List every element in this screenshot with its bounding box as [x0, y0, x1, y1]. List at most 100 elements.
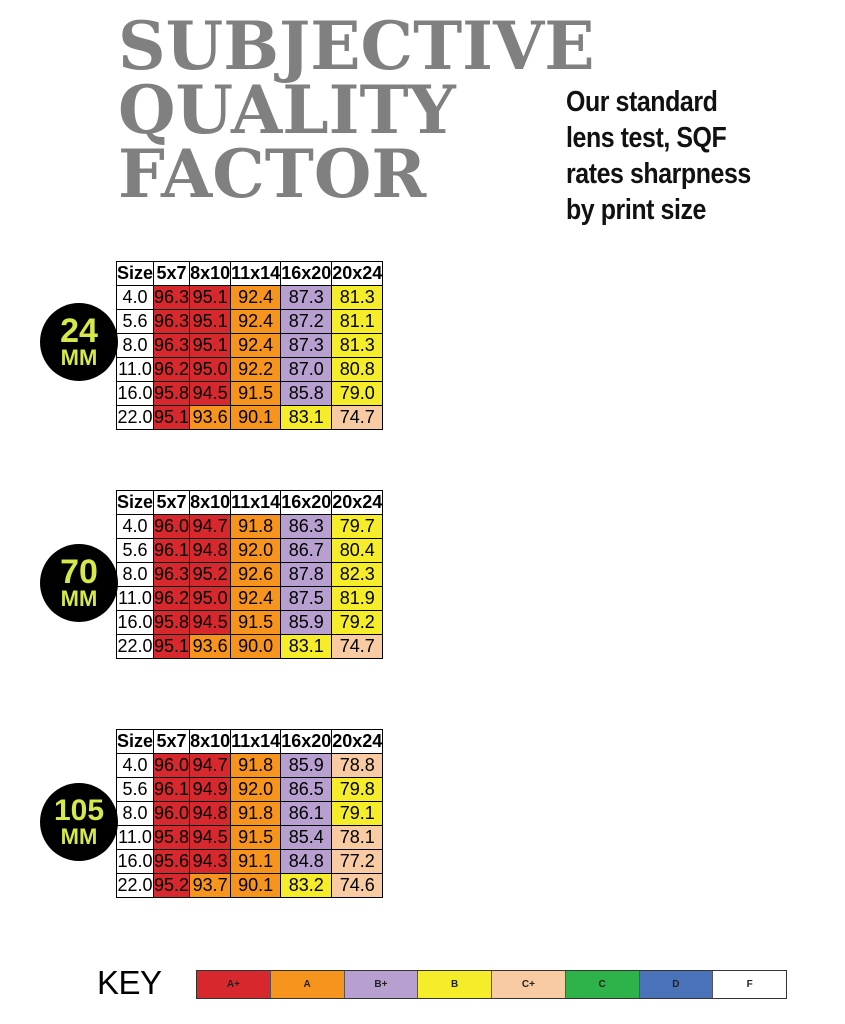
sqf-score-cell: 95.6 — [153, 849, 191, 874]
print-size-header: 20x24 — [331, 490, 384, 515]
sqf-score-cell: 90.1 — [230, 405, 282, 430]
sqf-score-cell: 87.2 — [280, 309, 333, 334]
sqf-table: Size 5x7 8x10 11x14 16x20 20x24 4.0 96.0 94.7 91.… — [115, 490, 384, 659]
sqf-score-cell: 86.3 — [280, 514, 333, 539]
sqf-score-cell: 94.5 — [189, 381, 232, 406]
aperture-cell: 4.0 — [115, 753, 155, 778]
print-size-header: 11x14 — [230, 729, 282, 754]
key-label: KEY — [97, 964, 162, 1001]
key-grade-swatch: C — [565, 971, 640, 998]
print-size-header: 11x14 — [230, 490, 282, 515]
print-size-header: 5x7 — [153, 261, 191, 286]
table-row: 22.0 95.1 93.6 90.0 83.1 74.7 — [115, 634, 384, 659]
aperture-cell: 22.0 — [115, 634, 155, 659]
table-row: 11.0 96.2 95.0 92.2 87.0 80.8 — [115, 357, 384, 382]
sqf-score-cell: 81.1 — [331, 309, 384, 334]
focal-length-badge: 105 MM — [40, 783, 118, 861]
table-row: 4.0 96.3 95.1 92.4 87.3 81.3 — [115, 285, 384, 310]
aperture-cell: 11.0 — [115, 825, 155, 850]
table-row: 8.0 96.3 95.2 92.6 87.8 82.3 — [115, 562, 384, 587]
sqf-score-cell: 94.8 — [189, 801, 232, 826]
sqf-score-cell: 95.1 — [189, 309, 232, 334]
print-size-header: 8x10 — [189, 729, 232, 754]
sqf-score-cell: 96.3 — [153, 562, 191, 587]
sqf-score-cell: 79.2 — [331, 610, 384, 635]
sqf-score-cell: 85.9 — [280, 753, 333, 778]
sqf-score-cell: 92.0 — [230, 538, 282, 563]
size-header: Size — [115, 490, 155, 515]
table-header-row: Size 5x7 8x10 11x14 16x20 20x24 — [115, 490, 384, 515]
focal-length-unit: MM — [60, 344, 98, 370]
sqf-score-cell: 87.3 — [280, 285, 333, 310]
sqf-score-cell: 82.3 — [331, 562, 384, 587]
sqf-score-cell: 92.6 — [230, 562, 282, 587]
aperture-cell: 4.0 — [115, 514, 155, 539]
sqf-score-cell: 91.5 — [230, 381, 282, 406]
key-grade-swatch: A — [270, 971, 345, 998]
key-grade-swatch: D — [639, 971, 714, 998]
sqf-score-cell: 93.6 — [189, 405, 232, 430]
aperture-cell: 22.0 — [115, 405, 155, 430]
sqf-score-cell: 74.7 — [331, 405, 384, 430]
subtitle-line: rates sharpness — [566, 158, 751, 190]
sqf-score-cell: 95.1 — [189, 333, 232, 358]
sqf-score-cell: 95.0 — [189, 586, 232, 611]
sqf-score-cell: 81.3 — [331, 333, 384, 358]
sqf-score-cell: 84.8 — [280, 849, 333, 874]
sqf-score-cell: 87.0 — [280, 357, 333, 382]
sqf-score-cell: 94.5 — [189, 825, 232, 850]
sqf-score-cell: 91.8 — [230, 514, 282, 539]
table-row: 5.6 96.1 94.9 92.0 86.5 79.8 — [115, 777, 384, 802]
table-row: 4.0 96.0 94.7 91.8 85.9 78.8 — [115, 753, 384, 778]
sqf-score-cell: 87.8 — [280, 562, 333, 587]
sqf-score-cell: 96.2 — [153, 357, 191, 382]
sqf-score-cell: 96.2 — [153, 586, 191, 611]
sqf-score-cell: 96.1 — [153, 777, 191, 802]
table-row: 16.0 95.8 94.5 91.5 85.9 79.2 — [115, 610, 384, 635]
sqf-score-cell: 96.0 — [153, 753, 191, 778]
sqf-score-cell: 95.8 — [153, 825, 191, 850]
sqf-score-cell: 86.1 — [280, 801, 333, 826]
sqf-score-cell: 83.2 — [280, 873, 333, 898]
aperture-cell: 16.0 — [115, 849, 155, 874]
key-grade-swatch: B — [418, 971, 492, 998]
size-header: Size — [115, 261, 155, 286]
print-size-header: 16x20 — [280, 261, 333, 286]
sqf-score-cell: 94.8 — [189, 538, 232, 563]
table-row: 11.0 96.2 95.0 92.4 87.5 81.9 — [115, 586, 384, 611]
sqf-score-cell: 95.1 — [153, 634, 191, 659]
print-size-header: 5x7 — [153, 490, 191, 515]
title-line: SUBJECTIVE — [118, 7, 595, 85]
sqf-score-cell: 81.3 — [331, 285, 384, 310]
sqf-score-cell: 94.7 — [189, 753, 232, 778]
size-header: Size — [115, 729, 155, 754]
sqf-score-cell: 90.0 — [230, 634, 282, 659]
sqf-score-cell: 77.2 — [331, 849, 384, 874]
print-size-header: 20x24 — [331, 729, 384, 754]
sqf-score-cell: 96.3 — [153, 333, 191, 358]
table-header-row: Size 5x7 8x10 11x14 16x20 20x24 — [115, 729, 384, 754]
sqf-score-cell: 92.0 — [230, 777, 282, 802]
aperture-cell: 11.0 — [115, 357, 155, 382]
sqf-score-cell: 94.9 — [189, 777, 232, 802]
key-grade-swatch: A+ — [197, 971, 271, 998]
aperture-cell: 5.6 — [115, 777, 155, 802]
sqf-score-cell: 90.1 — [230, 873, 282, 898]
title-line: FACTOR — [118, 135, 427, 213]
sqf-score-cell: 93.6 — [189, 634, 232, 659]
table-row: 22.0 95.2 93.7 90.1 83.2 74.6 — [115, 873, 384, 898]
focal-length-unit: MM — [60, 585, 98, 611]
print-size-header: 20x24 — [331, 261, 384, 286]
print-size-header: 16x20 — [280, 490, 333, 515]
print-size-header: 8x10 — [189, 261, 232, 286]
sqf-score-cell: 79.0 — [331, 381, 384, 406]
sqf-score-cell: 92.4 — [230, 333, 282, 358]
sqf-score-cell: 96.3 — [153, 309, 191, 334]
print-size-header: 11x14 — [230, 261, 282, 286]
sqf-score-cell: 80.4 — [331, 538, 384, 563]
subtitle-line: lens test, SQF — [566, 122, 727, 154]
focal-length-number: 24 — [60, 311, 98, 350]
focal-length-number: 105 — [53, 793, 105, 827]
table-row: 16.0 95.8 94.5 91.5 85.8 79.0 — [115, 381, 384, 406]
print-size-header: 5x7 — [153, 729, 191, 754]
